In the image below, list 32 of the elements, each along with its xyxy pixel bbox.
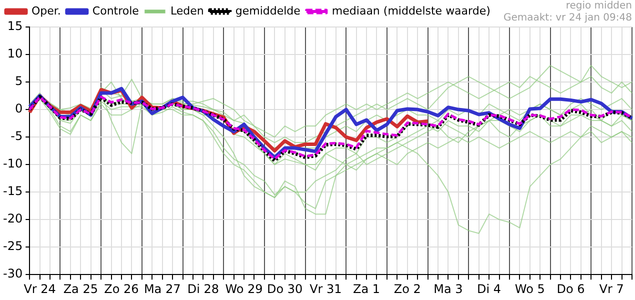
y-tick-label: 0 <box>14 102 23 116</box>
x-tick-label: Do 30 <box>267 282 303 296</box>
x-tick-label: Za 1 <box>353 282 380 296</box>
x-tick-label: Ma 27 <box>144 282 181 296</box>
y-tick-label: -15 <box>2 184 23 198</box>
legend-label: mediaan (middelste waarde) <box>332 4 490 18</box>
x-tick-label: Vr 24 <box>24 282 56 296</box>
x-tick-label: Vr 7 <box>599 282 624 296</box>
text: Gemaakt: vr 24 jan 09:48 <box>503 12 632 24</box>
x-tick-label: Di 28 <box>187 282 220 296</box>
legend-label: Oper. <box>32 4 61 18</box>
x-tick-label: Di 4 <box>477 282 502 296</box>
legend-label: Controle <box>92 4 140 18</box>
x-tick-label: Za 25 <box>63 282 98 296</box>
y-tick-label: -20 <box>2 212 23 226</box>
x-tick-label: Wo 5 <box>514 282 545 296</box>
x-tick-label: Do 6 <box>556 282 585 296</box>
y-tick-label: 10 <box>7 46 23 61</box>
x-tick-label: Vr 31 <box>310 282 342 296</box>
legend-label: Leden <box>170 4 204 18</box>
y-tick-label: -10 <box>2 156 23 171</box>
y-tick-label: -5 <box>10 129 23 144</box>
y-tick-label: 5 <box>14 74 23 88</box>
x-tick-label: Zo 26 <box>104 282 139 296</box>
y-tick-label: 15 <box>7 19 23 34</box>
y-tick-label: -25 <box>2 239 23 254</box>
legend-label: gemiddelde <box>235 4 301 18</box>
x-tick-label: Zo 2 <box>394 282 421 296</box>
x-tick-label: Wo 29 <box>225 282 263 296</box>
y-tick-label: -30 <box>2 266 23 281</box>
text: regio midden <box>566 0 632 12</box>
x-tick-label: Ma 3 <box>434 282 463 296</box>
